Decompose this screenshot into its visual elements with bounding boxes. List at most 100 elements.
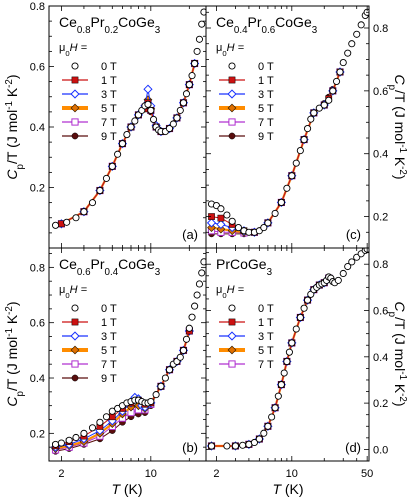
panel-title: Ce0.6Pr0.4CoGe3	[59, 256, 161, 278]
legend-header: μ0H =	[59, 284, 88, 300]
data-point	[193, 291, 201, 299]
panel-label: (d)	[345, 440, 361, 455]
data-point	[228, 318, 236, 326]
legend-entry-0t: 0 T	[71, 61, 117, 73]
data-point	[348, 258, 356, 266]
data-point	[96, 418, 104, 426]
y-tick-label: 0.4	[30, 373, 45, 385]
data-point	[268, 413, 276, 421]
data-point	[185, 81, 193, 89]
y-axis-label-c: Cp/T (J mol-1 K-2)	[387, 74, 409, 179]
data-point	[223, 442, 231, 450]
data-point	[72, 433, 80, 442]
series-1t	[52, 327, 193, 450]
data-point	[127, 123, 135, 131]
data-point	[195, 35, 204, 43]
legend-entry-3t: 3 T	[62, 89, 117, 101]
data-point	[123, 131, 131, 139]
data-point	[207, 223, 216, 232]
legend-entry-0t: 0 T	[71, 303, 117, 315]
legend-label: 1 T	[101, 317, 117, 329]
data-point	[255, 435, 263, 443]
legend-entry-3t: 3 T	[219, 331, 274, 343]
legend-label: 1 T	[258, 317, 274, 329]
data-point	[336, 68, 344, 76]
data-point	[176, 353, 184, 361]
x-tick-label: 10	[286, 468, 298, 480]
legend-label: 5 T	[101, 103, 117, 115]
data-point	[71, 318, 79, 326]
series-5t	[57, 59, 200, 229]
data-point	[271, 404, 279, 412]
legend-label: 3 T	[101, 331, 117, 343]
data-point	[274, 392, 282, 400]
data-point	[260, 224, 268, 232]
series-0t	[51, 258, 206, 448]
data-point	[264, 219, 272, 227]
data-point	[57, 439, 65, 447]
legend-entry-9t: 9 T	[219, 131, 274, 143]
x-tick-label: 50	[361, 468, 373, 480]
data-point	[51, 221, 60, 229]
data-point	[71, 374, 79, 382]
y-tick-label: 0.8	[30, 1, 45, 13]
y-tick-label: 0.6	[373, 86, 388, 98]
legend-label: 5 T	[101, 345, 117, 357]
data-point	[329, 87, 337, 95]
data-point	[320, 101, 328, 109]
legend-entry-0t: 0 T	[228, 61, 274, 73]
legend-entry-5t: 5 T	[62, 103, 117, 115]
data-point	[217, 205, 225, 213]
data-point	[227, 89, 237, 99]
data-point	[191, 59, 199, 68]
data-point	[339, 59, 347, 67]
data-point	[102, 413, 111, 421]
legend: μ0H = 0 T 1 T 3 T 5 T 7 T 9 T	[59, 42, 117, 143]
data-point	[96, 186, 104, 195]
legend-label: 7 T	[101, 117, 117, 129]
data-point	[207, 442, 216, 450]
data-point	[51, 440, 60, 448]
data-point	[307, 115, 315, 123]
data-point	[344, 262, 352, 271]
data-point	[231, 442, 239, 450]
legend-label: 3 T	[101, 89, 117, 101]
data-point	[157, 382, 165, 390]
data-point	[357, 21, 365, 29]
legend-label: 0 T	[101, 61, 117, 73]
panel-a: 0.2 0.4 0.6 0.8 Ce0.8Pr0.2CoGe3 μ0H = 0 T 1 T 3 …	[30, 1, 207, 249]
data-point	[63, 218, 71, 226]
legend-header: μ0H =	[216, 42, 245, 58]
legend-entry-7t: 7 T	[62, 117, 117, 129]
legend-entry-5t: 5 T	[219, 103, 274, 115]
series-line	[61, 63, 196, 225]
series-line	[61, 63, 196, 225]
y-tick-label: 0.8	[373, 23, 388, 35]
legend-header: μ0H =	[216, 284, 245, 300]
series-7t	[51, 327, 193, 454]
data-point	[283, 357, 291, 365]
data-point	[296, 313, 304, 322]
legend-entry-9t: 9 T	[62, 373, 117, 385]
data-point	[71, 132, 79, 140]
data-point	[71, 304, 79, 312]
panel-frame	[205, 247, 370, 462]
data-point	[102, 174, 111, 182]
legend-label: 3 T	[258, 331, 274, 343]
data-point	[228, 76, 236, 84]
data-point	[71, 76, 79, 84]
data-point	[169, 120, 177, 128]
legend-label: 3 T	[258, 89, 274, 101]
data-point	[334, 276, 342, 284]
data-point	[71, 62, 79, 70]
legend-label: 5 T	[258, 103, 274, 115]
data-point	[277, 381, 285, 389]
x-axis-label-left: T (K)	[111, 481, 142, 497]
data-point	[260, 429, 268, 437]
legend-label: 5 T	[258, 345, 274, 357]
data-point	[182, 335, 191, 343]
data-point	[228, 217, 236, 225]
legend-label: 9 T	[101, 373, 117, 385]
data-point	[80, 429, 88, 437]
